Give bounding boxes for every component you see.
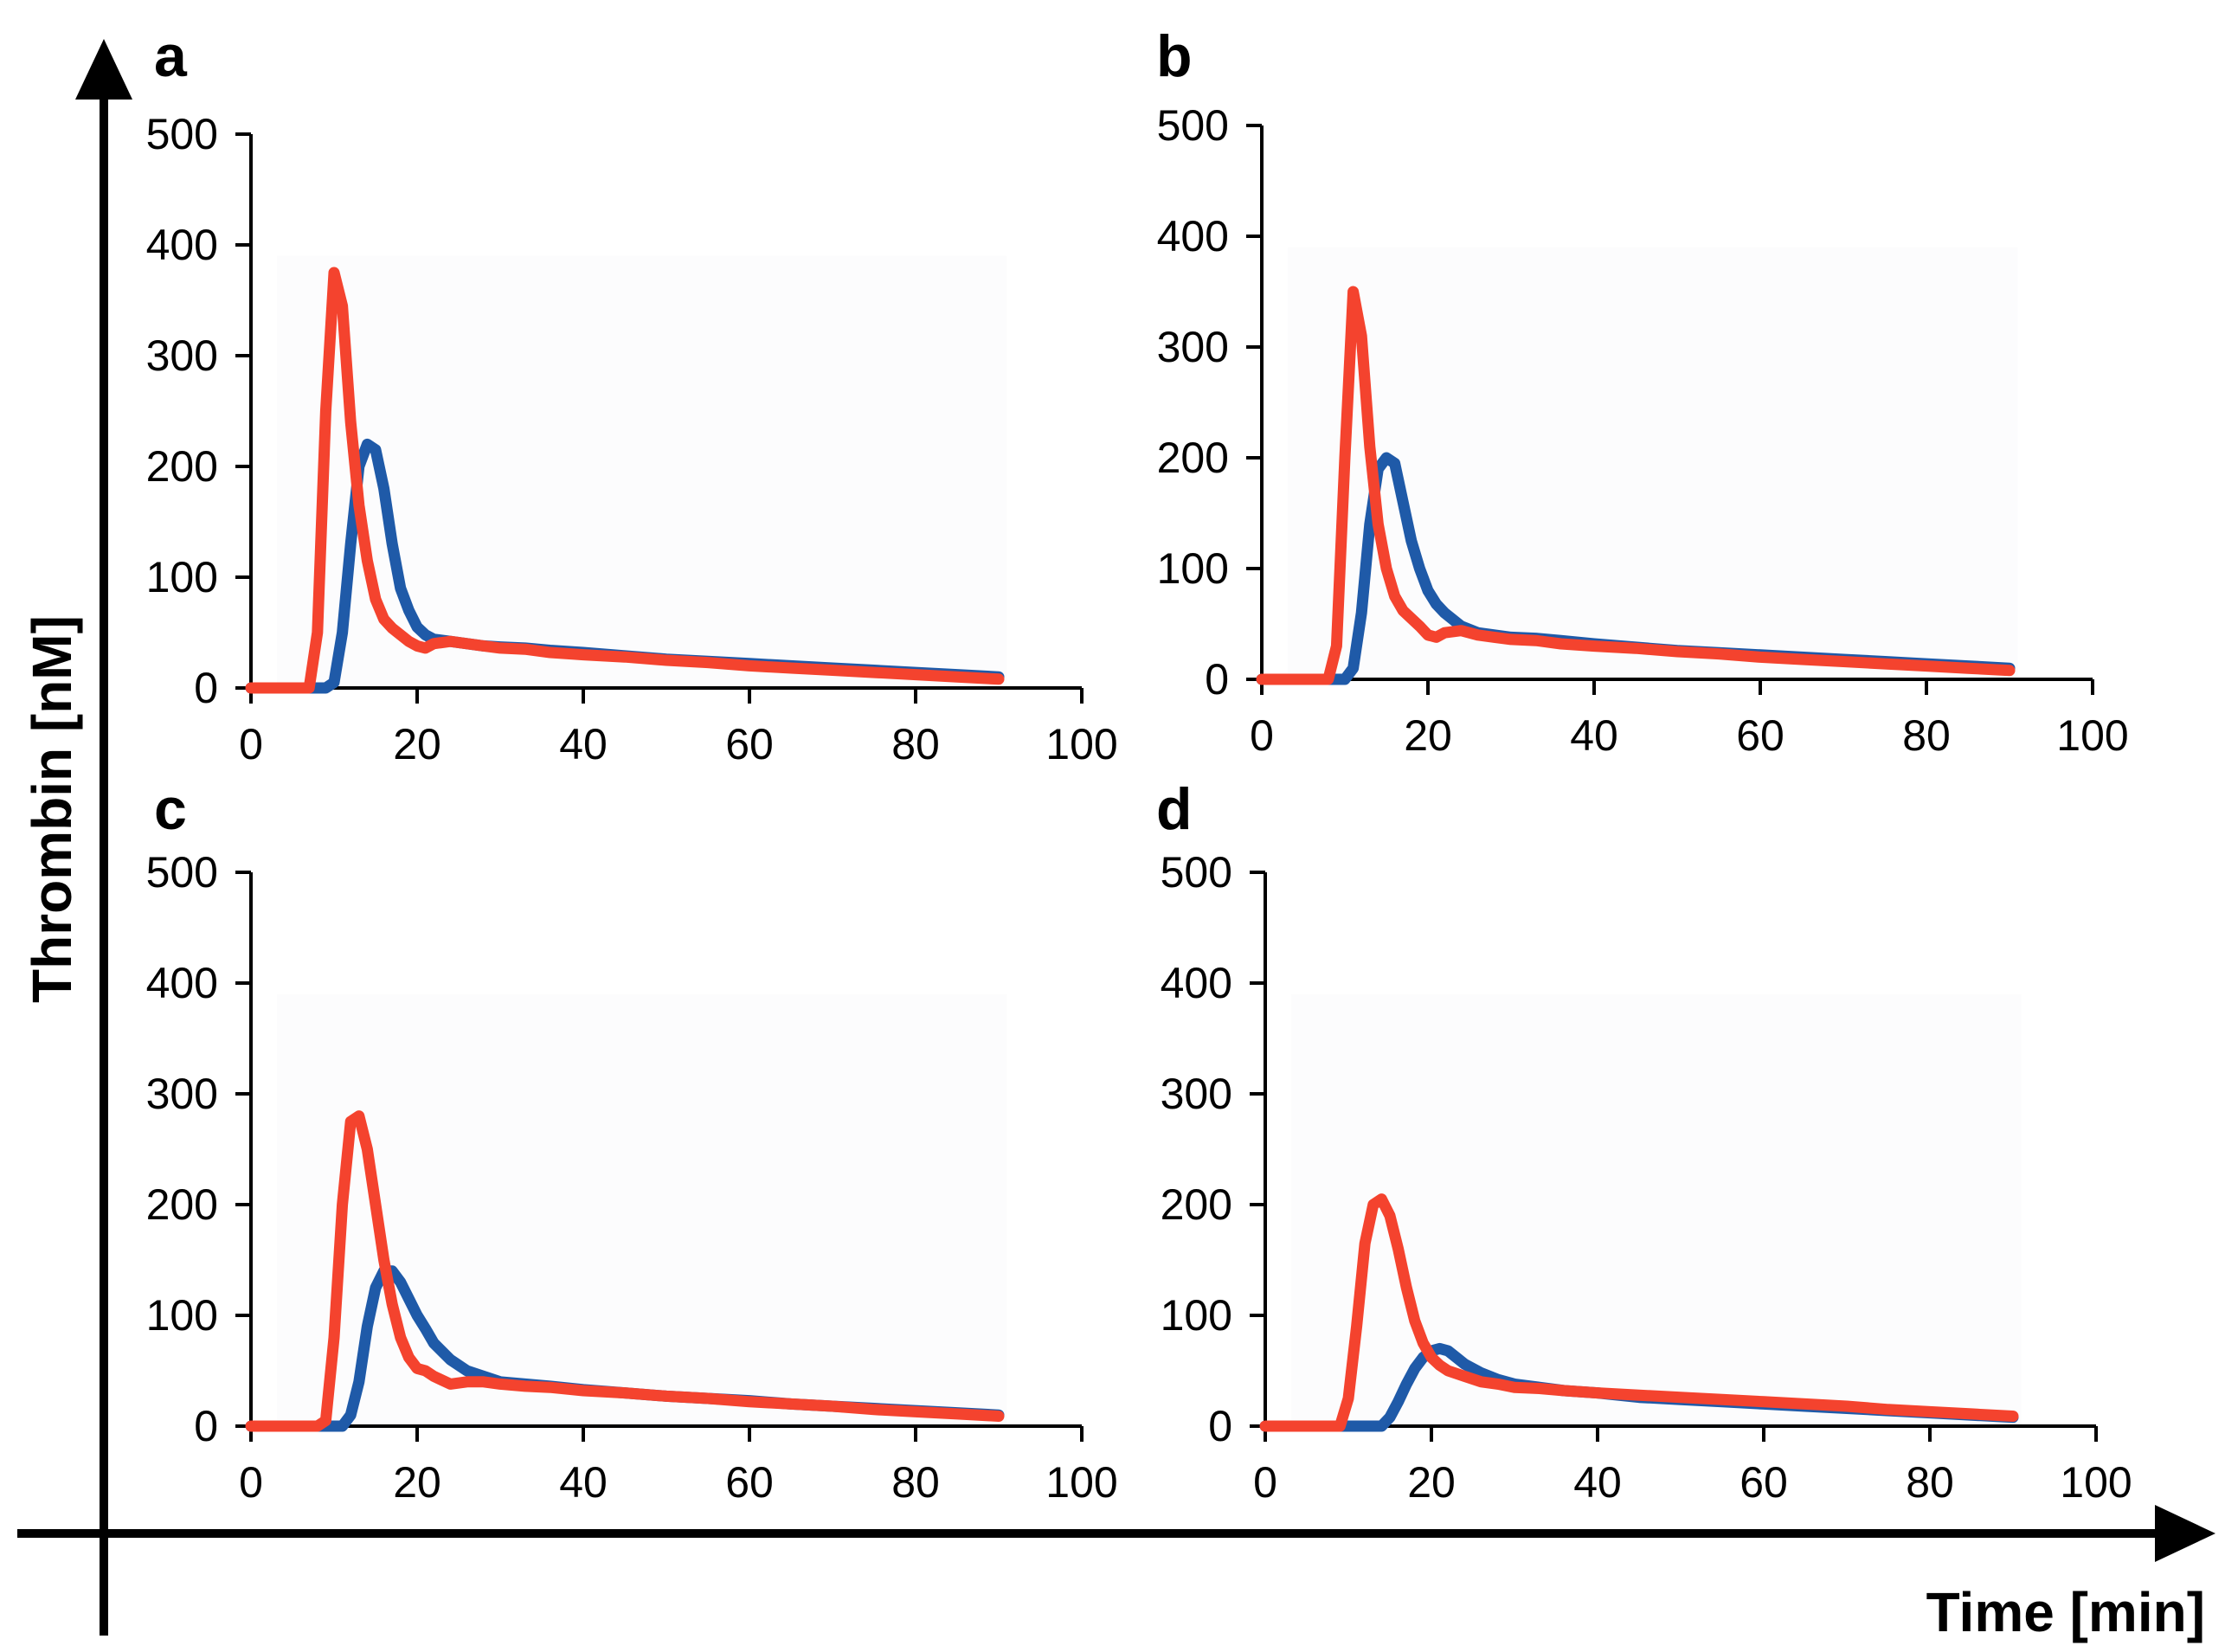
x-tick-label: 100	[1045, 720, 1117, 768]
y-tick-label: 0	[1205, 655, 1229, 704]
panel-a: a 0 100 200 300 400 500 0 20 40 60 80 100	[146, 23, 1118, 768]
plot-background	[1291, 993, 2022, 1426]
y-tick-label: 500	[1157, 101, 1229, 150]
y-tick-label: 400	[146, 959, 218, 1007]
y-tick-label: 300	[146, 1070, 218, 1118]
y-tick-label: 300	[146, 331, 218, 380]
panel-letter: b	[1156, 23, 1193, 89]
x-tick-label: 80	[1902, 711, 1951, 760]
panel-letter: c	[154, 776, 187, 842]
y-tick-label: 300	[1161, 1070, 1232, 1118]
y-tick-label: 100	[146, 553, 218, 601]
x-tick-label: 20	[393, 1458, 441, 1507]
y-tick-label: 0	[1208, 1402, 1232, 1450]
y-tick-label: 500	[146, 110, 218, 158]
panel-c: c 0 100 200 300 400 500 0 20 40 60 80 100	[146, 776, 1118, 1507]
y-tick-label: 200	[1157, 434, 1229, 482]
x-tick-label: 60	[1739, 1458, 1788, 1507]
y-tick-label: 400	[1157, 212, 1229, 260]
x-tick-label: 20	[393, 720, 441, 768]
plot-background	[1288, 247, 2018, 679]
plot-background	[277, 993, 1007, 1426]
panel-letter: a	[154, 23, 188, 89]
x-tick-label: 40	[1573, 1458, 1622, 1507]
panel-d: d 0 100 200 300 400 500 0 20 40 60 80 100	[1156, 776, 2132, 1507]
y-tick-label: 100	[1157, 544, 1229, 593]
x-tick-label: 0	[1253, 1458, 1277, 1507]
x-tick-label: 100	[2060, 1458, 2132, 1507]
y-tick-label: 200	[146, 1180, 218, 1229]
x-tick-label: 60	[1736, 711, 1785, 760]
x-tick-label: 20	[1407, 1458, 1456, 1507]
outer-y-arrow-icon	[75, 39, 132, 100]
y-tick-label: 400	[146, 221, 218, 269]
y-tick-label: 400	[1161, 959, 1232, 1007]
y-tick-label: 100	[1161, 1291, 1232, 1340]
series-line-red	[1256, 286, 2016, 685]
x-tick-label: 60	[725, 720, 774, 768]
x-tick-label: 60	[725, 1458, 774, 1507]
panel-b: b 0 100 200 300 400 500 0 20 40 60 80 100	[1156, 23, 2129, 760]
plot-background	[277, 255, 1007, 688]
series-line-red	[245, 267, 1005, 694]
x-tick-label: 80	[1906, 1458, 1954, 1507]
y-tick-label: 0	[194, 1402, 218, 1450]
y-tick-label: 500	[146, 848, 218, 897]
series-line-red	[245, 1110, 1005, 1432]
x-tick-label: 0	[239, 1458, 263, 1507]
y-axis-title: Thrombin [nM]	[21, 615, 83, 1003]
x-tick-label: 0	[239, 720, 263, 768]
panel-letter: d	[1156, 776, 1193, 842]
y-tick-label: 500	[1161, 848, 1232, 897]
y-tick-label: 200	[1161, 1180, 1232, 1229]
x-tick-label: 40	[1570, 711, 1618, 760]
x-tick-label: 100	[2056, 711, 2128, 760]
x-tick-label: 40	[559, 1458, 608, 1507]
y-tick-label: 0	[194, 664, 218, 712]
series-line-red	[1259, 1193, 2019, 1432]
x-tick-label: 80	[891, 720, 940, 768]
x-tick-label: 100	[1045, 1458, 1117, 1507]
x-tick-label: 20	[1404, 711, 1452, 760]
y-tick-label: 300	[1157, 323, 1229, 371]
x-tick-label: 0	[1250, 711, 1274, 760]
outer-x-arrow-icon	[2155, 1505, 2215, 1562]
y-tick-label: 200	[146, 442, 218, 491]
y-tick-label: 100	[146, 1291, 218, 1340]
x-tick-label: 40	[559, 720, 608, 768]
x-tick-label: 80	[891, 1458, 940, 1507]
x-axis-title: Time [min]	[1926, 1581, 2205, 1643]
